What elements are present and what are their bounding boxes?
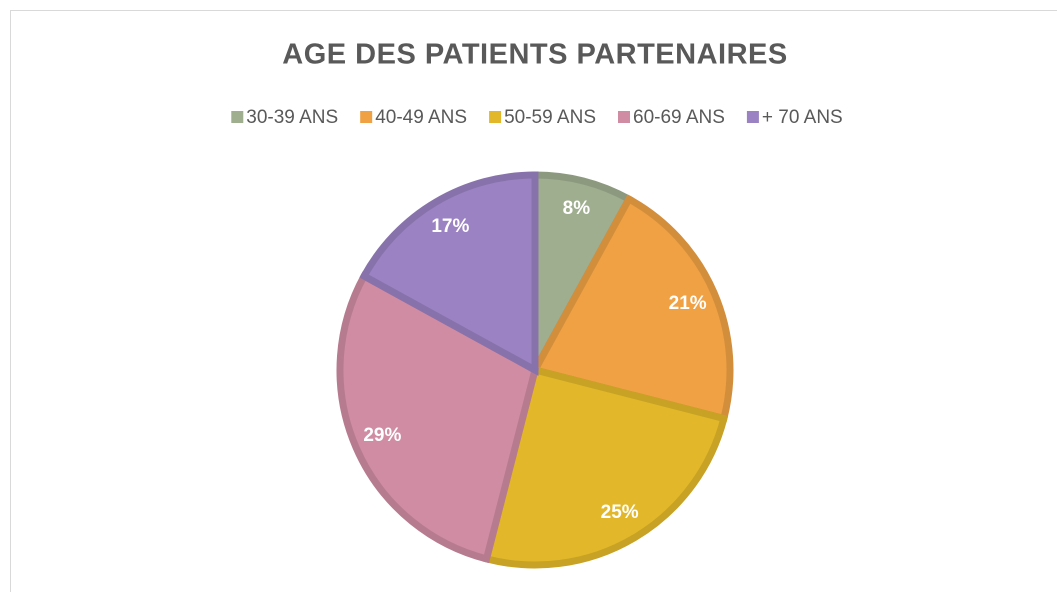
legend-swatch: [231, 111, 244, 123]
legend-label: 50-59 ANS: [504, 107, 596, 128]
pie-slice: [359, 171, 539, 376]
legend-label: 30-39 ANS: [246, 107, 338, 128]
legend-label: 60-69 ANS: [633, 107, 725, 128]
data-label: 25%: [601, 502, 639, 523]
legend-label: 40-49 ANS: [375, 107, 467, 128]
data-label: 21%: [669, 293, 707, 314]
legend-swatch: [746, 111, 759, 123]
pie-slice: [529, 194, 734, 423]
chart-title: AGE DES PATIENTS PARTENAIRES: [282, 39, 787, 71]
pie: [336, 171, 734, 569]
legend-swatch: [618, 111, 630, 123]
data-label: 8%: [563, 198, 591, 219]
data-label: 29%: [363, 425, 401, 446]
data-label: 17%: [431, 216, 469, 237]
legend-swatch: [360, 111, 373, 123]
pie-slice: [482, 365, 729, 569]
legend-swatch: [489, 111, 502, 123]
legend: 30-39 ANS 40-49 ANS 50-59 ANS 60-69 ANS + 70…: [231, 107, 843, 128]
legend-label: + 70 ANS: [762, 107, 843, 128]
value-labels: 8% 21% 25% 29% 17%: [363, 198, 706, 523]
